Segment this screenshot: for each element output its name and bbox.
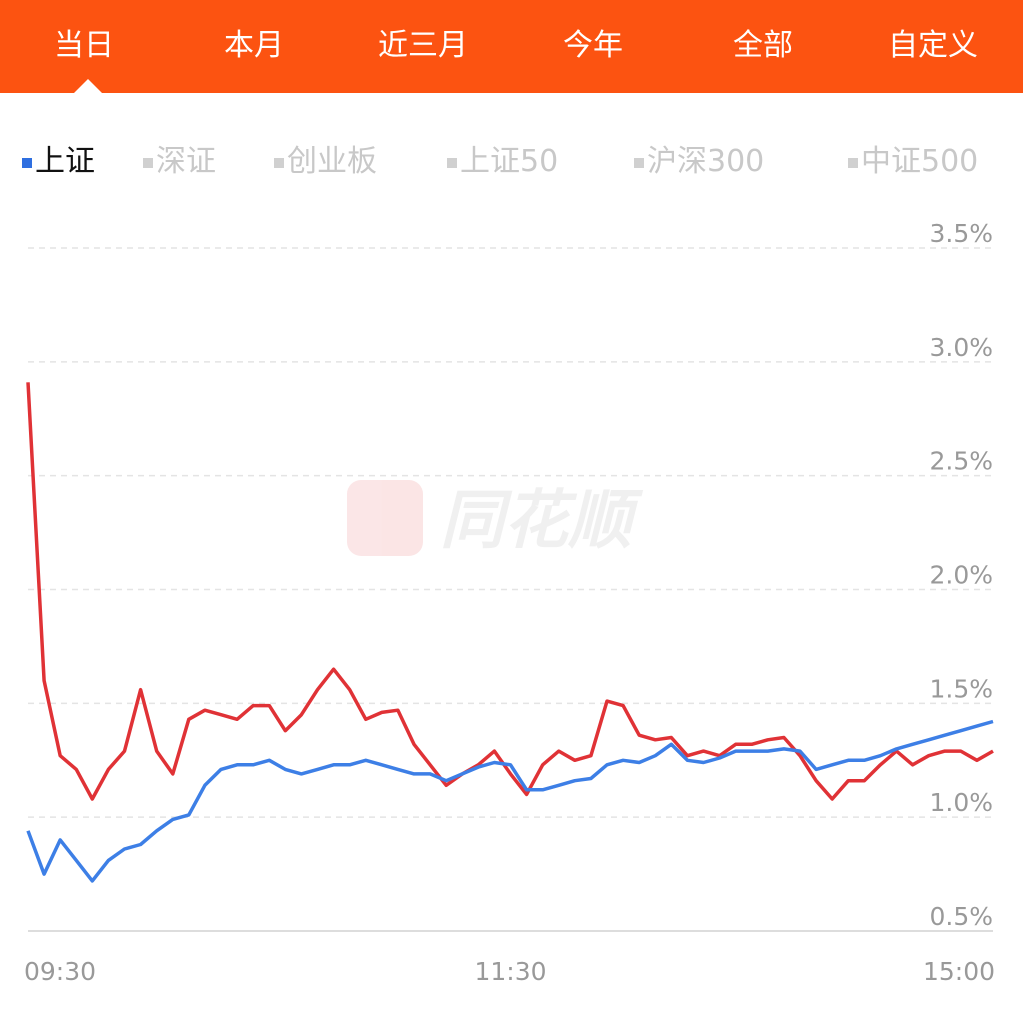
period-tab[interactable]: 全部 [733,28,793,63]
watermark-text: 同花顺 [440,484,644,558]
period-tab[interactable]: 近三月 [378,28,468,63]
selected-indicator [74,79,102,93]
index-tab[interactable]: 中证500 [848,136,978,180]
index-label: 上证50 [460,144,559,179]
y-tick-label: 2.0% [929,561,993,590]
series-line [26,719,994,883]
period-bar: 当日 本月 近三月 今年 全部 自定义 [0,0,1023,93]
index-tab[interactable]: 上证50 [447,136,558,180]
watermark-logo [347,480,423,556]
watermark: 同花顺 [347,480,644,558]
y-tick-label: 1.5% [929,674,993,703]
y-tick-label: 1.0% [929,788,993,817]
period-tab[interactable]: 自定义 [888,28,978,63]
index-tab[interactable]: 沪深300 [634,136,764,180]
index-tab[interactable]: 上证 [22,136,95,180]
period-tab[interactable]: 今年 [563,28,623,63]
index-label: 创业板 [287,144,377,179]
x-tick-label: 15:00 [923,957,995,986]
index-tab[interactable]: 深证 [143,136,216,180]
period-tab[interactable]: 当日 [54,28,114,63]
period-tab[interactable]: 本月 [224,28,284,63]
y-tick-label: 3.5% [929,219,993,248]
y-tick-label: 0.5% [929,902,993,931]
index-label: 上证 [35,144,95,179]
x-tick-label: 09:30 [24,957,96,986]
index-tab[interactable]: 创业板 [274,136,377,180]
x-tick-label: 11:30 [474,957,546,986]
y-tick-label: 2.5% [929,447,993,476]
series-line [26,382,994,801]
index-label: 中证500 [861,144,979,179]
index-label: 深证 [156,144,216,179]
index-label: 沪深300 [647,144,765,179]
y-tick-label: 3.0% [929,333,993,362]
